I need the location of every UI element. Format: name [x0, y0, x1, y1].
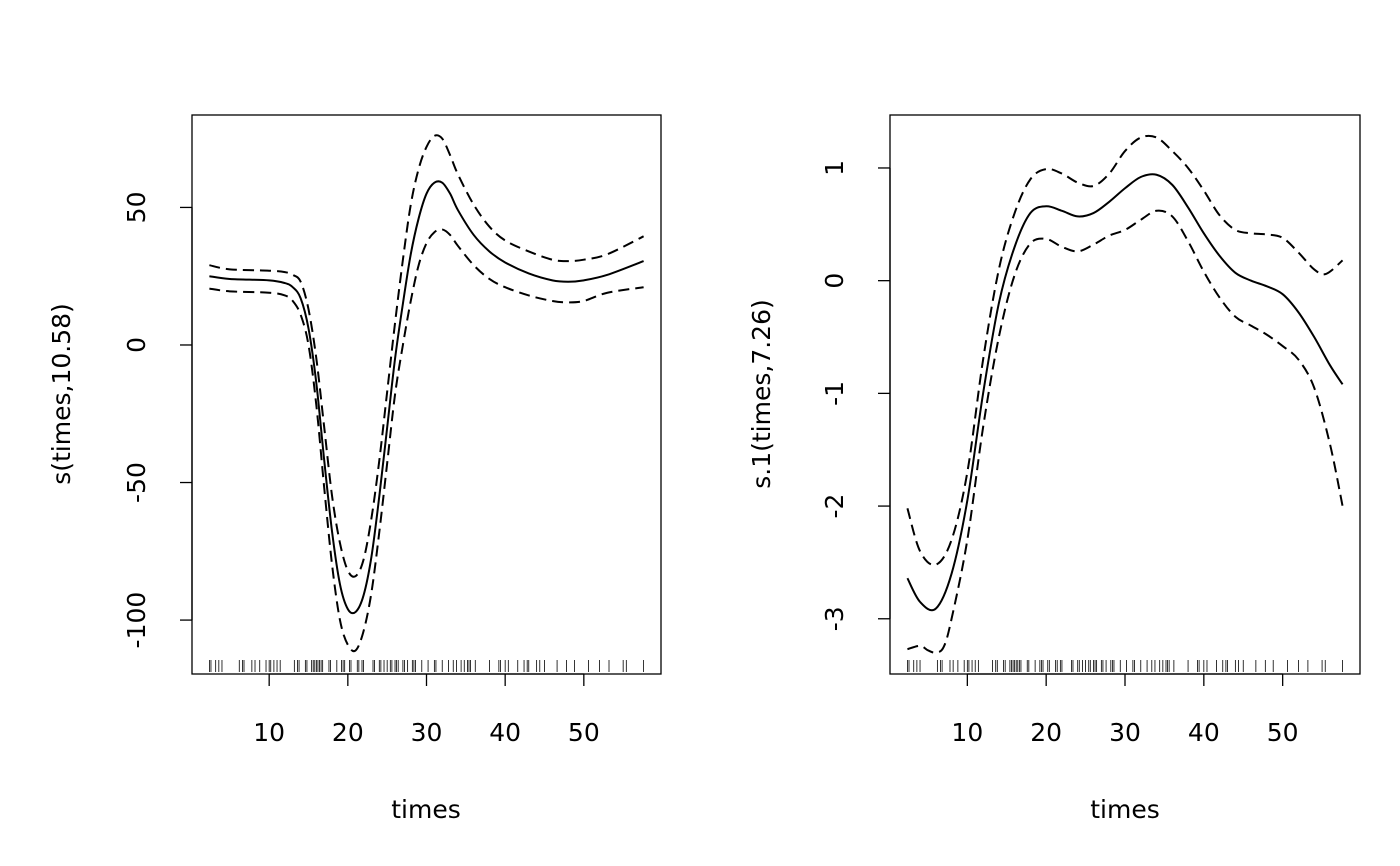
y-tick-label: -50 — [122, 462, 151, 503]
series-fit-line — [209, 180, 644, 615]
x-tick-label: 30 — [411, 718, 443, 747]
y-tick-label: -100 — [122, 592, 151, 649]
x-axis-label: times — [1090, 795, 1160, 824]
y-axis-label: s(times,10.58) — [47, 303, 76, 485]
y-tick-label: 0 — [122, 337, 151, 353]
y-tick-label: 1 — [820, 160, 849, 176]
x-tick-label: 50 — [1267, 718, 1299, 747]
y-tick-label: -1 — [820, 381, 849, 406]
x-tick-label: 40 — [489, 718, 521, 747]
y-axis-label: s.1(times,7.26) — [747, 299, 776, 489]
x-tick-label: 40 — [1188, 718, 1220, 747]
x-tick-label: 10 — [253, 718, 285, 747]
series-lower-line — [907, 209, 1344, 654]
series-fit-line — [906, 173, 1344, 612]
x-tick-label: 10 — [951, 718, 983, 747]
panel-right: times s.1(times,7.26) 10 20 30 40 50 -3 -2 -1 0 1 — [747, 114, 1361, 824]
y-tick-label: -3 — [820, 606, 849, 631]
y-tick-label: 50 — [122, 192, 151, 224]
x-tick-label: 20 — [1030, 718, 1062, 747]
x-axis-label: times — [391, 795, 461, 824]
series-upper-line — [906, 134, 1344, 567]
panel-left: times s(times,10.58) 10 20 30 40 50 -100 -50 0 5… — [47, 114, 662, 824]
x-tick-label: 50 — [568, 718, 600, 747]
plot-frame — [889, 114, 1361, 675]
plot-frame — [191, 114, 662, 675]
x-tick-label: 20 — [332, 718, 364, 747]
x-tick-label: 30 — [1109, 718, 1141, 747]
series-lower-line — [209, 228, 644, 653]
y-tick-label: -2 — [820, 494, 849, 519]
y-tick-label: 0 — [820, 273, 849, 289]
series-upper-line — [209, 134, 645, 578]
